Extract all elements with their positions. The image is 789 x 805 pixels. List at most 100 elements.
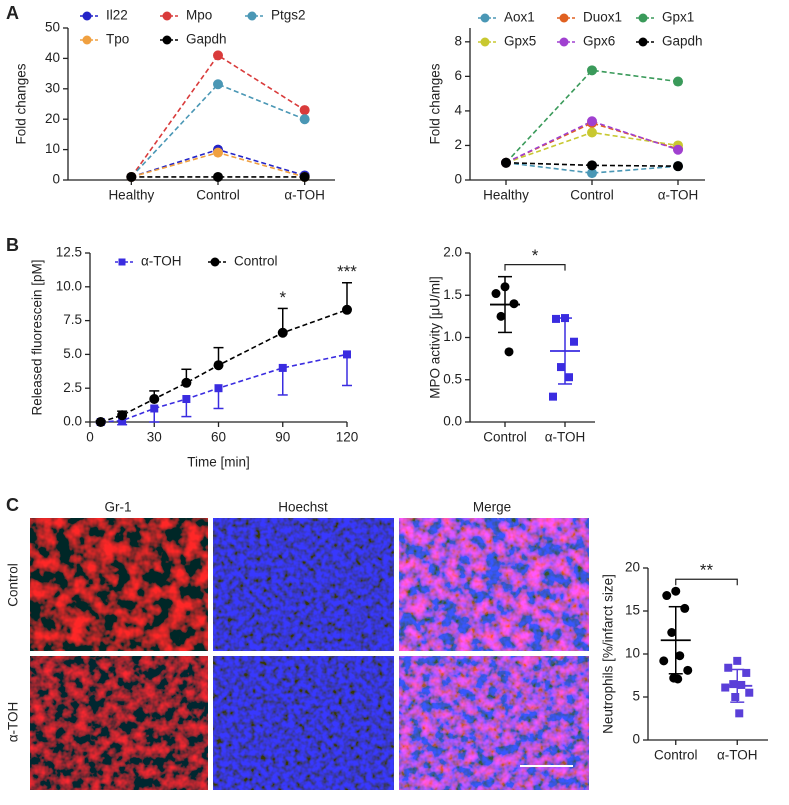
series-line [100, 353, 348, 423]
marker [729, 680, 738, 689]
y-tick-label: 20 [625, 560, 640, 575]
y-axis-label: Fold changes [428, 63, 443, 144]
marker [724, 663, 733, 672]
marker [213, 50, 223, 61]
x-tick-label: α-TOH [545, 430, 586, 445]
y-tick-label: 8 [454, 33, 462, 48]
legend-label: Gapdh [186, 32, 227, 47]
marker [587, 160, 597, 171]
x-tick-label: Control [196, 188, 240, 203]
marker [673, 674, 683, 684]
marker [150, 404, 159, 413]
marker [278, 363, 287, 372]
marker [662, 591, 672, 601]
marker [500, 282, 510, 292]
marker [504, 347, 514, 357]
y-axis-label: MPO activity [μU/ml] [428, 276, 443, 399]
y-tick-label: 0 [632, 732, 640, 747]
marker [149, 394, 160, 405]
marker [733, 656, 742, 665]
y-tick-label: 5.0 [63, 346, 82, 361]
x-tick-label: Control [483, 430, 527, 445]
marker [587, 168, 597, 179]
micrographs: Gr-1 Hoechst Merge Control α-TOH [6, 500, 589, 790]
micrograph [213, 656, 394, 790]
x-tick-label: α-TOH [284, 188, 325, 203]
x-tick-label: 60 [211, 430, 226, 445]
annotation: * [279, 288, 286, 307]
column-title: Gr-1 [105, 500, 132, 515]
legend-marker [559, 13, 569, 23]
marker [673, 144, 683, 155]
legend-label: Il22 [106, 8, 128, 23]
x-tick-label: Control [570, 188, 614, 203]
y-tick-label: 6 [454, 68, 462, 83]
marker [742, 668, 751, 677]
x-axis-label: Time [min] [187, 455, 250, 470]
marker [501, 157, 511, 168]
legend-marker [559, 37, 569, 47]
marker [587, 116, 597, 127]
legend-marker [638, 37, 648, 47]
legend-marker [480, 13, 490, 23]
series-line [100, 309, 348, 423]
y-tick-label: 0 [454, 172, 462, 187]
y-tick-label: 2.0 [443, 245, 462, 260]
marker [570, 337, 578, 346]
marker [496, 311, 506, 321]
marker [673, 76, 683, 87]
marker [552, 314, 560, 323]
marker [565, 373, 573, 382]
legend-marker [162, 11, 172, 21]
series-line [505, 161, 679, 167]
x-tick-label: 0 [86, 430, 94, 445]
column-title: Merge [473, 500, 511, 515]
y-tick-label: 10 [45, 141, 60, 156]
marker [737, 680, 746, 689]
micrograph [30, 518, 208, 651]
y-axis-label: Released fluorescein [pM] [30, 259, 45, 415]
y-tick-label: 30 [45, 80, 60, 95]
marker [673, 161, 683, 172]
marker [735, 709, 744, 718]
y-tick-label: 0.0 [443, 414, 462, 429]
legend-label: Gapdh [662, 34, 703, 49]
marker [667, 628, 677, 637]
marker [721, 683, 730, 692]
marker [549, 392, 557, 401]
marker [557, 363, 565, 372]
legend-label: Gpx5 [504, 34, 536, 49]
panel-letter: B [6, 235, 19, 255]
y-tick-label: 0.0 [63, 414, 82, 429]
legend-marker [480, 37, 490, 47]
legend-marker [210, 257, 220, 267]
row-label: Control [6, 563, 21, 607]
y-tick-label: 0.5 [443, 371, 462, 386]
series-line [505, 161, 679, 174]
marker [214, 384, 223, 393]
series-line [130, 54, 306, 178]
marker [561, 314, 569, 323]
legend-label: Gpx6 [583, 34, 615, 49]
x-tick-label: 120 [336, 430, 359, 445]
marker [182, 395, 191, 404]
marker [213, 171, 223, 182]
panel-letter: A [6, 3, 19, 23]
y-tick-label: 1.5 [443, 287, 462, 302]
legend-label: α-TOH [141, 254, 182, 269]
marker [342, 304, 352, 315]
significance-bracket [675, 578, 738, 586]
column-title: Hoechst [278, 500, 328, 515]
micrograph [30, 656, 208, 790]
legend-label: Gpx1 [662, 10, 694, 25]
significance-bracket [504, 264, 566, 271]
y-tick-label: 40 [45, 50, 60, 65]
y-tick-label: 0 [52, 172, 60, 187]
marker [299, 171, 310, 182]
marker [126, 171, 137, 182]
y-tick-label: 10.0 [56, 278, 82, 293]
y-tick-label: 2 [454, 137, 462, 152]
marker [587, 127, 597, 138]
